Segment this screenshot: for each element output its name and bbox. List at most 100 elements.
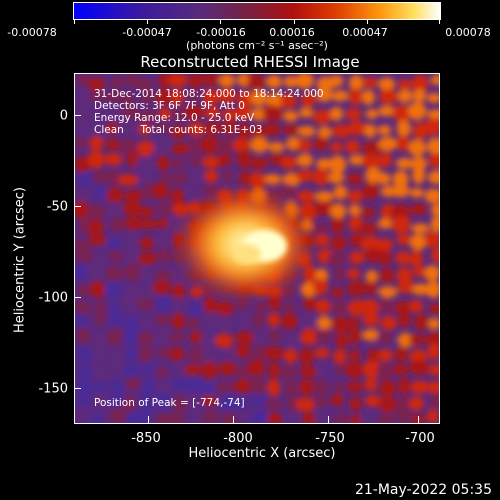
image-texture-blob bbox=[409, 349, 428, 364]
image-texture-blob bbox=[365, 270, 378, 283]
image-texture-blob bbox=[316, 365, 329, 376]
image-texture-blob bbox=[314, 328, 334, 344]
image-texture-blob bbox=[409, 360, 429, 376]
image-texture-blob bbox=[379, 297, 394, 315]
image-texture-blob bbox=[238, 409, 251, 423]
image-texture-blob bbox=[95, 122, 109, 139]
image-texture-blob bbox=[377, 172, 391, 185]
image-texture-blob bbox=[409, 334, 426, 346]
image-texture-blob bbox=[75, 312, 88, 327]
image-texture-blob bbox=[155, 248, 171, 263]
image-texture-blob bbox=[184, 104, 204, 120]
image-texture-blob bbox=[123, 263, 143, 281]
image-texture-blob bbox=[153, 314, 172, 326]
image-texture-blob bbox=[297, 190, 316, 203]
image-texture-blob bbox=[392, 170, 409, 189]
colorbar-units: (photons cm⁻² s⁻¹ asec⁻²) bbox=[186, 39, 328, 52]
image-texture-blob bbox=[393, 300, 412, 315]
image-texture-blob bbox=[391, 204, 411, 220]
image-texture-blob bbox=[286, 335, 301, 347]
image-texture-blob bbox=[313, 347, 330, 359]
image-texture-blob bbox=[410, 203, 428, 215]
image-texture-blob bbox=[201, 361, 218, 379]
image-texture-blob bbox=[200, 74, 220, 86]
image-texture-blob bbox=[263, 123, 281, 136]
image-texture-blob bbox=[167, 74, 188, 87]
image-texture-blob bbox=[250, 107, 268, 121]
image-texture-blob bbox=[284, 380, 298, 396]
image-texture-blob bbox=[425, 281, 439, 298]
image-texture-blob bbox=[171, 172, 188, 185]
image-texture-blob bbox=[396, 119, 411, 138]
image-texture-blob bbox=[170, 269, 190, 284]
image-texture-blob bbox=[328, 75, 344, 87]
image-texture-blob bbox=[397, 89, 413, 103]
image-texture-blob bbox=[248, 157, 268, 169]
image-texture-blob bbox=[381, 316, 397, 331]
image-texture-blob bbox=[331, 90, 349, 102]
image-texture-blob bbox=[154, 269, 174, 283]
image-texture-blob bbox=[414, 313, 429, 332]
image-texture-blob bbox=[121, 364, 140, 376]
image-texture-blob bbox=[315, 158, 334, 170]
image-texture-blob bbox=[106, 187, 124, 205]
image-texture-blob bbox=[141, 284, 155, 302]
image-texture-blob bbox=[361, 206, 375, 218]
image-texture-blob bbox=[428, 318, 439, 330]
image-texture-blob bbox=[280, 155, 298, 170]
image-texture-blob bbox=[327, 171, 345, 184]
image-texture-blob bbox=[158, 107, 172, 120]
image-texture-blob bbox=[300, 92, 317, 107]
image-texture-blob bbox=[329, 203, 347, 220]
image-texture-blob bbox=[361, 89, 375, 105]
image-texture-blob bbox=[76, 328, 91, 344]
image-texture-blob bbox=[427, 170, 439, 185]
image-texture-blob bbox=[185, 391, 201, 408]
image-texture-blob bbox=[111, 349, 125, 360]
image-texture-blob bbox=[172, 202, 189, 216]
image-texture-blob bbox=[152, 136, 169, 153]
image-texture-blob bbox=[397, 281, 415, 294]
image-texture-blob bbox=[408, 139, 427, 157]
image-texture-blob bbox=[185, 91, 200, 102]
image-texture-blob bbox=[431, 247, 439, 264]
image-texture-blob bbox=[126, 410, 141, 423]
image-texture-blob bbox=[168, 332, 185, 344]
image-texture-blob bbox=[156, 233, 170, 249]
image-texture-blob bbox=[139, 393, 153, 411]
image-texture-blob bbox=[267, 379, 281, 397]
image-texture-blob bbox=[237, 74, 251, 87]
image-texture-blob bbox=[312, 395, 330, 407]
image-texture-blob bbox=[377, 238, 393, 252]
image-texture-blob bbox=[141, 362, 158, 374]
image-texture-blob bbox=[377, 125, 392, 136]
image-texture-blob bbox=[334, 362, 349, 375]
image-texture-blob bbox=[314, 411, 328, 423]
image-texture-blob bbox=[330, 235, 347, 251]
image-texture-blob bbox=[330, 217, 345, 234]
image-texture-blob bbox=[249, 172, 266, 190]
image-texture-blob bbox=[216, 314, 234, 329]
image-texture-blob bbox=[155, 366, 168, 378]
image-texture-blob bbox=[104, 153, 123, 166]
image-texture-blob bbox=[268, 141, 285, 153]
image-texture-blob bbox=[363, 123, 377, 138]
image-texture-blob bbox=[109, 379, 126, 394]
image-texture-blob bbox=[362, 313, 381, 326]
image-texture-blob bbox=[378, 397, 398, 413]
image-texture-blob bbox=[75, 120, 93, 134]
image-texture-blob bbox=[152, 281, 172, 295]
image-texture-blob bbox=[152, 182, 169, 200]
image-texture-blob bbox=[189, 412, 206, 423]
image-texture-blob bbox=[315, 234, 330, 247]
image-texture-blob bbox=[333, 412, 350, 423]
image-texture-blob bbox=[376, 331, 394, 345]
y-tick-label: -50 bbox=[46, 199, 68, 215]
image-texture-blob bbox=[110, 75, 123, 90]
image-texture-blob bbox=[348, 204, 362, 216]
image-texture-blob bbox=[87, 150, 105, 169]
image-texture-blob bbox=[264, 174, 282, 185]
image-texture-blob bbox=[268, 361, 281, 380]
image-texture-blob bbox=[364, 394, 381, 407]
image-texture-blob bbox=[91, 251, 105, 264]
